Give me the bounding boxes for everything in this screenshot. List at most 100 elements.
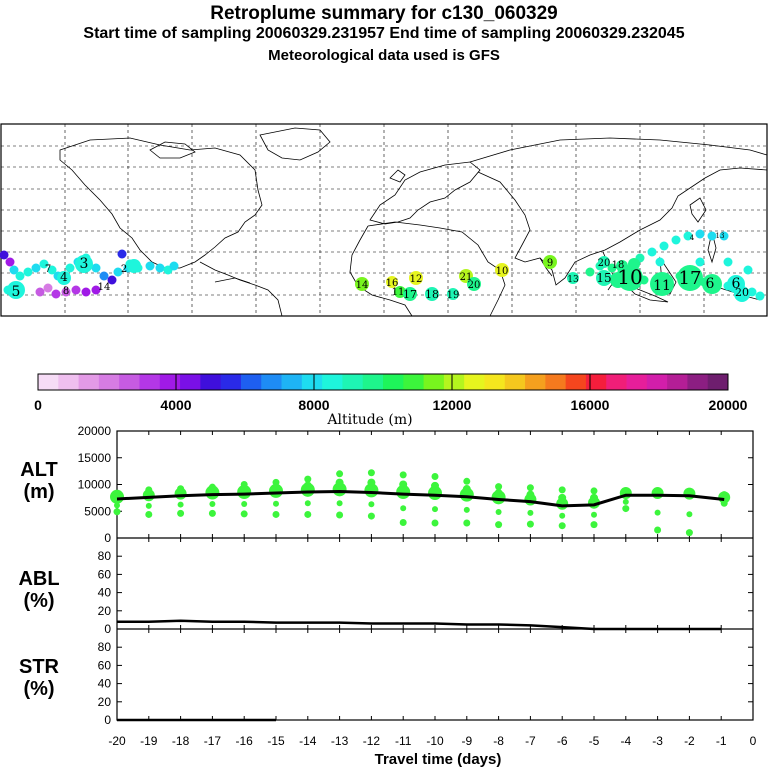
y-tick-label: 20 (98, 604, 112, 618)
alt-panel: ALT(m) (20, 459, 731, 537)
x-tick-label: -5 (589, 734, 600, 748)
alt-point (113, 508, 121, 516)
colorbar-cell (180, 374, 201, 390)
plume-large-point (355, 277, 369, 291)
plume-day-label: 18 (425, 288, 439, 301)
y-tick-label: 40 (98, 586, 112, 600)
plume-day-label: 7 (45, 264, 51, 275)
plume-point (71, 285, 81, 295)
plume-large-point (425, 287, 439, 301)
alt-point (654, 526, 662, 534)
colorbar-cell (667, 374, 688, 390)
colorbar-cell (362, 374, 384, 390)
plume-point (39, 259, 49, 269)
alt-point (303, 481, 312, 490)
plume-large-point (702, 274, 722, 294)
alt-point (335, 478, 344, 487)
plume-large-point (403, 287, 417, 301)
alt-point (177, 509, 185, 517)
plume-day-label: 13 (567, 275, 579, 285)
plume-large-point (386, 276, 398, 288)
plume-day-label: 4 (60, 270, 68, 284)
plume-day-label: 17 (679, 268, 702, 289)
colorbar-cell (383, 374, 404, 390)
alt-point (558, 486, 566, 494)
alt-point (400, 505, 407, 512)
y-tick-label: 60 (98, 567, 112, 581)
alt-point (494, 489, 503, 498)
plume-point (5, 257, 15, 267)
plume-point (755, 291, 765, 301)
colorbar-cell (159, 374, 181, 390)
x-tick-label: -1 (716, 734, 727, 748)
y-tick-label: 60 (98, 658, 112, 672)
plume-point (723, 257, 733, 267)
plume-day-label: 20 (735, 286, 749, 299)
plume-point (23, 267, 33, 277)
plume-point (0, 250, 9, 260)
x-axis: -20 -19 -18 -17 -16 -15 -14 -13 -12 -11 -10 -9 -8 -7-… (108, 734, 756, 748)
plume-day-label: 11 (392, 287, 405, 298)
str-panel: STR(%) (19, 656, 276, 722)
alt-point (367, 478, 376, 487)
x-tick-label: -17 (204, 734, 222, 748)
colorbar-cell (464, 374, 485, 390)
plume-point (91, 263, 101, 273)
plume-point (155, 263, 165, 273)
colorbar-cell (240, 374, 262, 390)
alt-point (368, 501, 375, 508)
x-tick-label: -7 (525, 734, 536, 748)
plume-day-label: 5 (12, 284, 21, 300)
plume-large-point (616, 260, 628, 272)
alt-point (495, 483, 503, 491)
colorbar-cell (707, 374, 729, 390)
plume-large-point (628, 258, 640, 270)
plume-day-label: 14 (356, 280, 369, 291)
y-tick-label: 0 (104, 622, 111, 636)
time-series-panels: 0 5000 10000 15000 20000 0 20 40 60 80 0 20 40 60 80 A… (18, 424, 756, 768)
plume-large-point (447, 288, 459, 300)
colorbar-cell (687, 374, 709, 390)
x-tick-label: -20 (108, 734, 126, 748)
x-tick-label: -15 (267, 734, 285, 748)
colorbar-tick-label: 8000 (298, 397, 329, 413)
plume-point (99, 271, 109, 281)
alt-point (367, 512, 375, 520)
panel-unit: (m) (23, 481, 54, 503)
x-tick-label: -14 (299, 734, 317, 748)
plume-point (671, 235, 681, 245)
plume-day-label: 21 (460, 272, 473, 283)
alt-point (463, 519, 471, 527)
alt-point (431, 519, 439, 527)
alt-point (304, 510, 312, 518)
panel-unit: (%) (23, 678, 54, 700)
plume-large-point (75, 255, 93, 273)
colorbar-cell (646, 374, 668, 390)
alt-point (432, 506, 438, 513)
alt-point (590, 521, 598, 529)
alt-point (526, 490, 535, 499)
colorbar-cell (565, 374, 587, 390)
abl-panel: ABL(%) (18, 568, 722, 631)
plume-point (113, 267, 123, 277)
alt-point (145, 510, 153, 518)
y-tick-label: 15000 (78, 451, 112, 465)
colorbar-cell (301, 374, 323, 390)
plume-point (647, 247, 657, 257)
plume-point (585, 267, 595, 277)
x-tick-label: 0 (750, 734, 757, 748)
alt-point (272, 483, 280, 492)
series-line (117, 619, 722, 631)
colorbar-cell (98, 374, 120, 390)
colorbar-tick-label: 16000 (571, 397, 610, 413)
alt-point (399, 480, 408, 489)
plume-day-label: 16 (386, 278, 399, 289)
plume-day-label: 14 (98, 282, 111, 293)
plume-large-point (650, 272, 674, 296)
colorbar-cell (423, 374, 445, 390)
alt-point (177, 501, 184, 508)
plume-point (15, 271, 25, 281)
plume-point (169, 261, 179, 271)
alt-point (463, 477, 471, 485)
